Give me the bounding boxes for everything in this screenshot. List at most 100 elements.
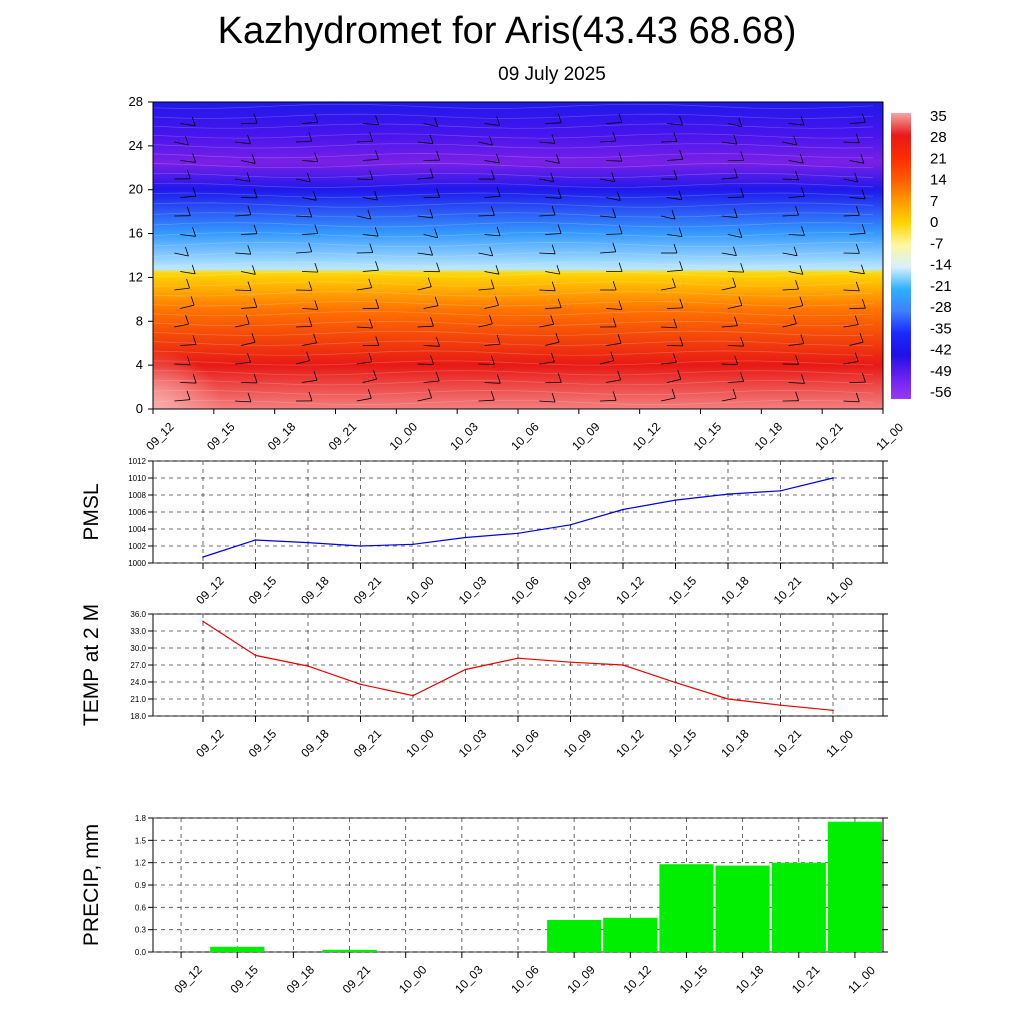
y-tick-label: 1002 (128, 542, 146, 551)
y-axis-label: PRECIP, mm (80, 824, 103, 946)
data-point (674, 681, 677, 684)
x-tick-label: 09_21 (351, 573, 385, 607)
wind-barbs (174, 113, 866, 403)
data-point (359, 545, 362, 547)
x-tick-label: 10_09 (561, 573, 595, 607)
heatmap-x-tick-label: 10_00 (387, 419, 421, 453)
heatmap-x-tick-label: 09_15 (204, 419, 238, 453)
y-tick-label: 27.0 (130, 661, 146, 670)
heatmap-field (153, 102, 883, 409)
heatmap-y-tick-label: 16 (129, 226, 143, 241)
y-axis-label: PMSL (80, 483, 103, 540)
y-tick-label: 1.2 (135, 859, 147, 868)
x-tick-label: 09_21 (340, 962, 374, 996)
x-tick-label: 11_00 (823, 727, 856, 760)
x-tick-label: 09_18 (298, 573, 332, 607)
x-tick-label: 10_15 (666, 573, 700, 607)
x-tick-label: 09_12 (193, 726, 227, 760)
heatmap-x-tick-label: 10_12 (630, 419, 664, 453)
colorbar-label: -28 (930, 299, 952, 316)
x-tick-label: 10_15 (677, 962, 711, 996)
x-tick-label: 10_06 (508, 726, 542, 760)
colorbar-label: 7 (930, 193, 938, 210)
heatmap-x-tick-label: 10_06 (508, 419, 542, 453)
x-tick-label: 10_15 (666, 726, 700, 760)
bar (322, 949, 377, 952)
data-point (254, 539, 257, 541)
panel-temp: 18.0 21.0 24.0 27.0 30.0 33.0 36.0 09_12 09_15 09… (80, 604, 888, 760)
bar (771, 862, 826, 952)
x-tick-label: 10_00 (396, 962, 430, 996)
x-tick-label: 10_06 (508, 962, 542, 996)
y-tick-label: 21.0 (130, 695, 146, 704)
x-tick-label: 10_18 (718, 573, 752, 607)
colorbar-label: -35 (930, 320, 952, 337)
data-point (569, 661, 572, 663)
data-point (464, 668, 467, 671)
x-tick-label: 09_18 (284, 962, 318, 996)
bar (210, 946, 265, 952)
data-point (517, 532, 519, 535)
x-tick-label: 09_21 (351, 726, 385, 760)
data-point (622, 508, 624, 511)
heatmap-y-tick-label: 12 (129, 269, 143, 284)
data-point (832, 709, 834, 712)
y-tick-label: 33.0 (130, 627, 146, 636)
panel-precip: 0.0 0.3 0.6 0.9 1.2 1.5 1.8 09_12 09_15 09_18 09_2… (80, 814, 888, 996)
bar (547, 920, 602, 952)
x-tick-label: 10_18 (718, 726, 752, 760)
heatmap-x-tick-label: 09_18 (265, 419, 299, 453)
x-tick-label: 10_09 (564, 962, 598, 996)
heatmap-y-tick-label: 4 (136, 357, 143, 372)
y-tick-label: 1012 (128, 457, 146, 466)
x-tick-label: 10_21 (789, 962, 823, 996)
data-point (254, 654, 257, 657)
y-tick-label: 1004 (128, 525, 146, 534)
x-tick-label: 10_03 (456, 573, 490, 607)
data-point (569, 524, 572, 526)
heatmap-y-tick-label: 20 (129, 182, 143, 197)
colorbar-label: 28 (930, 129, 947, 146)
y-tick-label: 1000 (128, 559, 146, 568)
data-point (412, 694, 414, 697)
colorbar-label: -21 (930, 278, 952, 295)
x-tick-label: 10_18 (733, 962, 767, 996)
colorbar-label: -14 (930, 257, 952, 274)
x-tick-label: 10_12 (613, 726, 647, 760)
x-tick-label: 10_03 (456, 726, 490, 760)
bar (603, 917, 658, 952)
data-point (674, 499, 677, 501)
x-tick-label: 10_00 (403, 573, 437, 607)
heatmap-y-tick-label: 0 (136, 401, 143, 416)
colorbar (891, 113, 911, 399)
y-tick-label: 36.0 (130, 610, 146, 619)
y-tick-label: 1006 (128, 508, 146, 517)
page-title: Kazhydromet for Aris(43.43 68.68) (217, 10, 797, 52)
data-point (202, 620, 204, 623)
heatmap-contours (152, 103, 874, 405)
heatmap-x-tick-label: 10_09 (569, 419, 603, 453)
heatmap-x-tick-label: 10_03 (447, 419, 481, 453)
y-tick-label: 18.0 (130, 712, 146, 721)
colorbar-label: 21 (930, 150, 947, 167)
x-tick-label: 10_03 (452, 962, 486, 996)
heatmap-y-tick-label: 24 (129, 138, 143, 153)
y-axis-label: TEMP at 2 M (80, 604, 103, 726)
x-tick-label: 09_15 (227, 962, 261, 996)
heatmap-x-tick-label: 10_21 (812, 419, 846, 453)
y-tick-label: 24.0 (130, 678, 146, 687)
heatmap-x-tick-label: 11_00 (873, 420, 906, 453)
heatmap-y-tick-label: 28 (129, 94, 143, 109)
heatmap-x-tick-label: 09_12 (143, 419, 177, 453)
colorbar-label: -7 (930, 235, 943, 252)
heatmap-x-tick-label: 09_21 (326, 419, 360, 453)
data-point (517, 657, 519, 659)
y-tick-label: 0.0 (135, 948, 147, 957)
page-subtitle: 09 July 2025 (498, 64, 606, 85)
x-tick-label: 09_12 (193, 573, 227, 607)
colorbar-label: 14 (930, 172, 947, 189)
colorbar-label: -42 (930, 342, 952, 359)
x-tick-label: 10_21 (771, 573, 805, 607)
x-tick-label: 09_18 (298, 726, 332, 760)
